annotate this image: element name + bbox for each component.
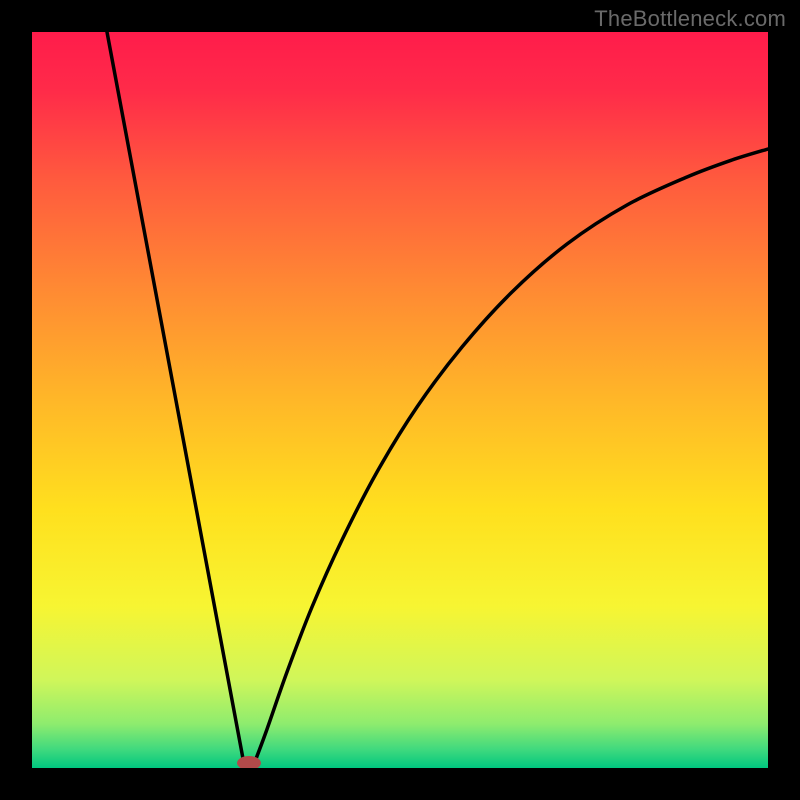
curve-left-branch <box>107 32 244 764</box>
watermark-text: TheBottleneck.com <box>594 6 786 32</box>
chart-frame: TheBottleneck.com <box>0 0 800 800</box>
plot-area <box>32 32 768 768</box>
curve-right-branch <box>254 149 768 764</box>
bottleneck-curve <box>32 32 768 768</box>
